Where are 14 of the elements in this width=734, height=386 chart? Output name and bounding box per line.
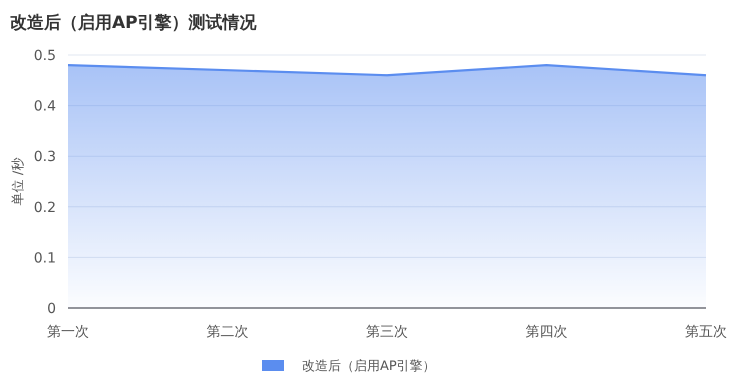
x-tick-label: 第四次 <box>526 324 568 340</box>
y-tick-label: 0.5 <box>34 48 56 64</box>
legend-label: 改造后（启用AP引擎） <box>302 358 436 374</box>
x-tick-label: 第五次 <box>685 324 727 340</box>
x-tick-label: 第三次 <box>366 324 408 340</box>
y-tick-label: 0.2 <box>34 200 56 216</box>
x-tick-label: 第一次 <box>47 324 89 340</box>
chart-title: 改造后（启用AP引擎）测试情况 <box>10 13 258 33</box>
y-tick-label: 0.4 <box>34 98 56 115</box>
x-tick-label: 第二次 <box>206 324 248 340</box>
y-tick-label: 0 <box>47 301 56 317</box>
y-tick-label: 0.3 <box>34 149 56 166</box>
y-tick-label: 0.1 <box>34 250 56 266</box>
y-axis-title: 单位 /秒 <box>11 158 26 206</box>
